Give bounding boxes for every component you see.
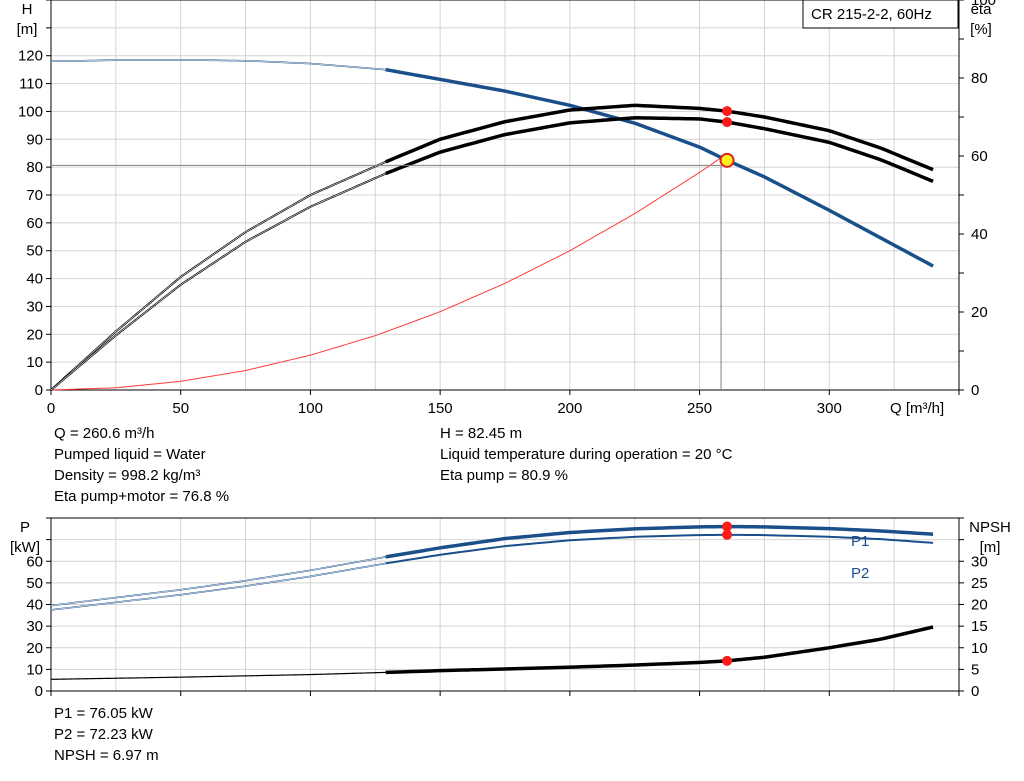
- ytick-left-label: 30: [26, 618, 43, 635]
- eta-pump-marker: [722, 106, 733, 117]
- ylabel-right: NPSH: [969, 519, 1011, 536]
- p2-curve: [385, 533, 934, 565]
- npsh-curve: [385, 625, 934, 675]
- info-eta-pump: Eta pump = 80.9 %: [440, 467, 568, 484]
- ytick-left-label: 80: [26, 159, 43, 176]
- ytick-right-label: 100: [971, 0, 996, 9]
- ytick-left-label: 50: [26, 243, 43, 260]
- p1-marker: [722, 521, 733, 532]
- eta-pump-curve-outside-range-core: [50, 161, 386, 391]
- ytick-left-label: 70: [26, 187, 43, 204]
- ytick-left-label: 120: [18, 48, 43, 65]
- x-axis-label: Q [m³/h]: [890, 400, 944, 417]
- head-curve-outside-range: [50, 59, 386, 71]
- ytick-left-label: 110: [19, 76, 43, 93]
- ytick-left-label: 60: [26, 553, 43, 570]
- duty-point-marker: [719, 152, 735, 168]
- ylabel-left: H: [22, 1, 33, 18]
- eta-pump-motor-curve-outside-range: [50, 172, 387, 391]
- ylabel-left: [kW]: [10, 539, 40, 556]
- ytick-right-label: 0: [971, 382, 979, 399]
- info-temperature: Liquid temperature during operation = 20…: [440, 446, 733, 463]
- ytick-right-label: 25: [971, 575, 988, 592]
- eta-pump-motor-curve: [385, 116, 934, 183]
- ytick-right-label: 20: [971, 597, 988, 614]
- xtick-label: 150: [428, 400, 453, 417]
- duty-info-left: Q = 260.6 m³/h Pumped liquid = Water Den…: [54, 423, 229, 507]
- ytick-left-label: 0: [35, 683, 43, 700]
- ylabel-left: [m]: [17, 21, 38, 38]
- power-info: P1 = 76.05 kW P2 = 72.23 kW NPSH = 6.97 …: [54, 703, 159, 766]
- ytick-left-label: 20: [26, 640, 43, 657]
- system-curve: [50, 157, 721, 391]
- p2-marker: [722, 529, 733, 540]
- info-density: Density = 998.2 kg/m³: [54, 467, 201, 484]
- ylabel-left: P: [20, 519, 30, 536]
- ytick-left-label: 20: [26, 326, 43, 343]
- info-p2: P2 = 72.23 kW: [54, 726, 153, 743]
- p1-curve: [385, 524, 934, 559]
- ytick-left-label: 100: [18, 103, 43, 120]
- ylabel-right: [m]: [980, 539, 1001, 556]
- ytick-right-label: 80: [971, 70, 988, 87]
- ytick-left-label: 60: [26, 215, 43, 232]
- xtick-label: 200: [557, 400, 582, 417]
- eta-pump-curve: [384, 103, 934, 172]
- eta-pump-motor-marker: [722, 117, 733, 128]
- xtick-label: 100: [298, 400, 323, 417]
- info-eta-pump-motor: Eta pump+motor = 76.8 %: [54, 488, 230, 505]
- info-p1: P1 = 76.05 kW: [54, 705, 153, 722]
- xtick-label: 50: [172, 400, 189, 417]
- ytick-left-label: 0: [35, 382, 43, 399]
- ytick-right-label: 20: [971, 304, 988, 321]
- ytick-left-label: 10: [26, 661, 43, 678]
- ytick-right-label: 60: [971, 148, 988, 165]
- xtick-label: 300: [817, 400, 842, 417]
- chart-title: CR 215-2-2, 60Hz: [811, 6, 932, 23]
- info-flow: Q = 260.6 m³/h: [54, 425, 155, 442]
- ytick-left-label: 90: [26, 131, 43, 148]
- info-npsh: NPSH = 6.97 m: [54, 747, 159, 764]
- p1-curve-label: P1: [851, 533, 869, 550]
- p1-curve-outside-range-core: [50, 556, 386, 606]
- info-head: H = 82.45 m: [440, 425, 523, 442]
- ytick-left-label: 50: [26, 575, 43, 592]
- ytick-left-label: 10: [26, 354, 43, 371]
- npsh-curve-outside-range: [50, 671, 386, 680]
- ytick-right-label: 30: [971, 553, 988, 570]
- head-curve-outside-range-core: [50, 59, 386, 70]
- ytick-right-label: 15: [971, 618, 988, 635]
- p2-curve-outside-range: [50, 562, 386, 611]
- duty-info-right: H = 82.45 m Liquid temperature during op…: [440, 423, 732, 486]
- p2-curve-outside-range-core: [50, 563, 386, 611]
- ytick-left-label: 30: [26, 298, 43, 315]
- head-curve: [385, 67, 934, 268]
- ylabel-right: [%]: [970, 21, 992, 38]
- npsh-marker: [722, 655, 733, 666]
- ytick-right-label: 10: [971, 640, 988, 657]
- panel-1: 0 10 20 30 40 50 60 0 5 10 15 20 25 30 P [kW] NPSH [m]: [10, 517, 1011, 700]
- ytick-right-label: 40: [971, 226, 988, 243]
- title-box: [802, 0, 959, 29]
- p1-curve-outside-range: [50, 556, 386, 607]
- xtick-label: 250: [687, 400, 712, 417]
- info-liquid: Pumped liquid = Water: [54, 446, 206, 463]
- p2-curve-label: P2: [851, 565, 869, 582]
- ytick-right-label: 5: [971, 661, 979, 678]
- xtick-label: 0: [47, 400, 55, 417]
- ytick-left-label: 40: [26, 597, 43, 614]
- eta-pump-motor-curve-outside-range-core: [50, 173, 386, 391]
- ytick-right-label: 0: [971, 683, 979, 700]
- ytick-left-label: 40: [26, 271, 43, 288]
- ylabel-right: eta: [971, 1, 993, 18]
